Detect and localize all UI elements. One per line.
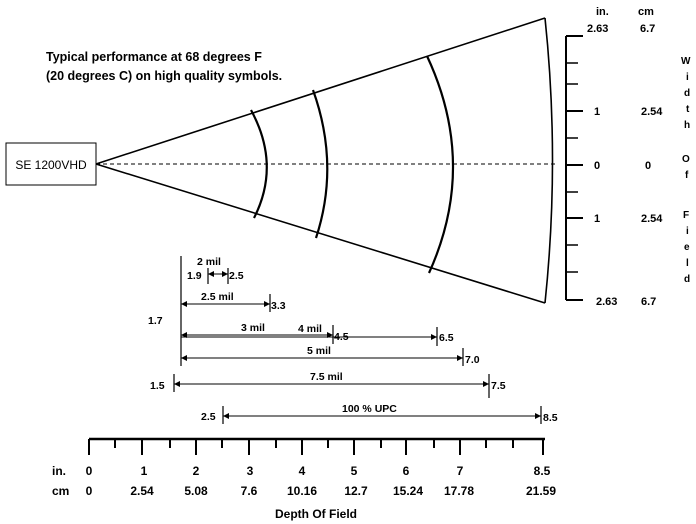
field-arc-2 [311,89,329,239]
width-in-label: 2.63 [596,296,617,308]
range-label: 2.5 mil [201,291,234,303]
depth-in-label: 8.5 [534,464,551,478]
width-scale: in. cm 2.63 6.7 1 2.54 0 0 1 2.54 2.63 6… [565,6,691,308]
width-in-label: 1 [594,213,600,225]
width-cm-label: 0 [645,160,651,172]
width-unit-cm: cm [638,6,654,18]
cone-upper-edge [95,17,546,165]
vertical-label-letter: d [684,88,690,99]
width-unit-in: in. [596,6,609,18]
vertical-label-letter: F [683,210,689,221]
depth-in-label: 1 [141,464,148,478]
depth-axis: in. cm 0 1 2 3 4 5 6 7 8.5 0 2.54 5.08 7… [52,437,557,521]
range-end-label: 7.5 [491,380,506,392]
range-label: 4 mil [298,323,322,335]
vertical-label-letter: t [686,104,690,115]
range-label: 2 mil [197,256,221,268]
depth-cm-label: 7.6 [241,484,258,498]
vertical-label-letter: d [684,274,690,285]
width-cm-label: 2.54 [641,106,663,118]
range-bars: 1.7 2 mil 1.9 2.5 2.5 mil 3.3 3 mil 4.5 … [148,256,558,424]
vertical-label-letter: h [684,120,690,131]
range-arrow-right [264,301,270,307]
range-end-label: 8.5 [543,412,558,424]
range-label: 5 mil [307,345,331,357]
range-start-label: 2.5 [201,411,216,423]
width-cm-label: 2.54 [641,213,663,225]
range-arrow-right [222,271,228,277]
scanner-label: SE 1200VHD [15,158,87,172]
width-cm-label: 6.7 [641,296,656,308]
cone-outer-arc [544,17,554,304]
range-arrow-right [457,355,463,361]
width-cm-label: 6.7 [640,23,655,35]
range-start-label: 1.9 [187,270,202,282]
range-label: 3 mil [241,322,265,334]
depth-cm-label: 12.7 [344,484,368,498]
range-arrow-left [174,381,180,387]
scan-cone [95,17,556,304]
range-arrow-left [181,355,187,361]
depth-in-label: 2 [193,464,200,478]
depth-cm-labels: 0 2.54 5.08 7.6 10.16 12.7 15.24 17.78 2… [86,484,557,498]
depth-unit-in: in. [52,464,66,478]
vertical-label-letter: W [681,56,691,67]
depth-cm-label: 5.08 [184,484,208,498]
vertical-label-letter: i [686,226,689,237]
depth-cm-label: 10.16 [287,484,317,498]
width-in-label: 0 [594,160,600,172]
depth-in-label: 6 [403,464,410,478]
vertical-label-letter: l [686,258,689,269]
depth-in-label: 3 [247,464,254,478]
depth-in-labels: 0 1 2 3 4 5 6 7 8.5 [86,464,551,478]
range-arrow-left [181,301,187,307]
width-of-field-vertical-label: W i d t h O f F i e l d [681,56,691,285]
range-arrow-right [535,413,541,419]
field-arc-3 [426,55,455,274]
vertical-label-letter: e [684,242,690,253]
depth-cm-label: 2.54 [130,484,154,498]
depth-axis-title: Depth Of Field [275,507,357,521]
depth-cm-label: 17.78 [444,484,474,498]
field-arc-1 [250,109,268,219]
depth-cm-label: 0 [86,484,93,498]
depth-unit-cm: cm [52,484,69,498]
range-arrow-right [483,381,489,387]
range-end-label: 3.3 [271,300,286,312]
range-end-label: 2.5 [229,270,244,282]
range-arrow-right [431,334,437,340]
depth-cm-label: 21.59 [526,484,556,498]
range-end-label: 7.0 [465,354,480,366]
range-shared-start-label: 1.7 [148,315,163,327]
range-label: 100 % UPC [342,403,397,415]
range-arrow-left [223,413,229,419]
vertical-label-letter: f [685,170,689,181]
depth-in-label: 7 [457,464,464,478]
range-start-label: 1.5 [150,380,165,392]
vertical-label-letter: i [686,72,689,83]
depth-cm-label: 15.24 [393,484,423,498]
range-end-label: 6.5 [439,332,454,344]
vertical-label-letter: O [682,154,690,165]
depth-in-label: 5 [351,464,358,478]
cone-lower-edge [95,163,546,304]
range-label: 7.5 mil [310,371,343,383]
depth-in-label: 0 [86,464,93,478]
width-in-label: 1 [594,106,600,118]
depth-in-label: 4 [299,464,306,478]
range-arrow-left [208,271,214,277]
width-in-label: 2.63 [587,23,608,35]
caption-line-2: (20 degrees C) on high quality symbols. [46,69,282,83]
caption-line-1: Typical performance at 68 degrees F [46,50,262,64]
scanner-box [5,142,97,186]
